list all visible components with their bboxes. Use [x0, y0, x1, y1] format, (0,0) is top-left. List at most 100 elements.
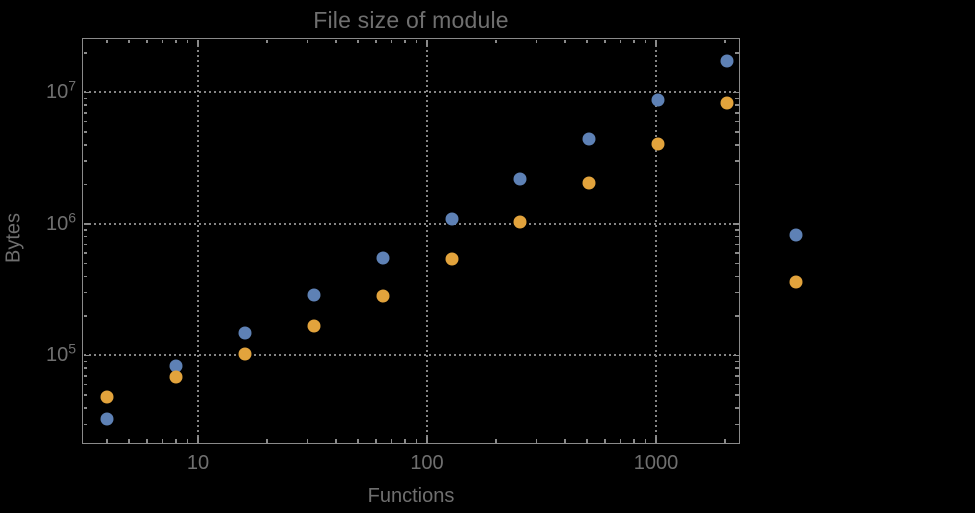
- data-point-series-blue: [582, 132, 596, 146]
- x-tick: [586, 39, 588, 43]
- y-tick: [735, 52, 739, 54]
- data-point-series-orange: [445, 252, 459, 266]
- x-tick: [266, 439, 268, 443]
- x-tick: [586, 439, 588, 443]
- x-tick: [644, 39, 647, 43]
- x-tick-label: 100: [410, 452, 444, 474]
- data-point-series-orange: [789, 275, 803, 289]
- x-gridline: [197, 40, 199, 442]
- y-tick: [735, 383, 739, 386]
- y-tick: [83, 252, 87, 254]
- x-tick: [175, 439, 177, 443]
- y-tick: [735, 367, 739, 369]
- data-point-series-orange: [582, 176, 596, 190]
- y-gridline: [84, 222, 738, 225]
- y-tick: [735, 252, 739, 254]
- x-tick: [564, 39, 566, 43]
- y-tick-label: 106: [45, 209, 76, 235]
- data-point-series-blue: [307, 288, 321, 302]
- y-tick: [83, 91, 90, 94]
- x-tick: [426, 39, 428, 46]
- x-tick: [604, 39, 606, 43]
- y-gridline: [84, 354, 738, 357]
- x-tick-label: 1000: [633, 452, 679, 474]
- y-tick-label: 105: [45, 340, 76, 367]
- y-tick: [83, 383, 87, 386]
- y-tick: [735, 160, 739, 162]
- x-axis-label: Functions: [367, 485, 455, 507]
- plot-frame: [82, 38, 740, 444]
- x-tick: [357, 39, 359, 43]
- y-tick: [735, 131, 739, 133]
- y-tick: [735, 243, 739, 246]
- y-tick: [83, 52, 87, 54]
- y-tick: [83, 394, 87, 396]
- x-tick: [390, 439, 393, 443]
- x-tick: [390, 39, 393, 43]
- y-tick-label: 107: [45, 77, 76, 104]
- x-tick: [128, 439, 130, 443]
- data-point-series-blue: [376, 251, 390, 265]
- data-point-series-blue: [238, 326, 252, 340]
- y-tick: [735, 262, 739, 265]
- y-tick: [735, 275, 739, 278]
- y-tick: [83, 144, 87, 146]
- y-tick: [83, 275, 87, 278]
- y-tick: [735, 183, 739, 186]
- y-tick: [735, 360, 739, 363]
- data-point-series-blue: [789, 228, 803, 242]
- x-tick: [415, 39, 418, 43]
- x-tick: [604, 439, 606, 443]
- x-tick: [495, 39, 497, 43]
- x-tick: [415, 439, 418, 443]
- y-tick: [83, 160, 87, 162]
- x-tick: [106, 39, 108, 43]
- y-tick: [735, 112, 739, 114]
- y-tick: [83, 97, 87, 100]
- y-tick: [83, 183, 87, 186]
- y-tick: [735, 407, 739, 409]
- y-tick: [735, 291, 739, 294]
- y-tick: [83, 120, 87, 123]
- y-tick: [735, 104, 739, 106]
- y-tick: [732, 91, 739, 94]
- y-tick: [83, 375, 87, 377]
- y-tick: [83, 291, 87, 294]
- x-tick: [161, 439, 164, 443]
- x-tick: [197, 39, 199, 46]
- y-gridline: [84, 91, 738, 94]
- x-tick: [146, 439, 148, 443]
- data-point-series-blue: [651, 93, 665, 107]
- x-tick: [175, 39, 177, 43]
- y-tick: [732, 354, 739, 357]
- x-tick: [186, 439, 189, 443]
- y-tick: [735, 394, 739, 396]
- y-tick: [735, 235, 739, 238]
- y-tick: [83, 367, 87, 369]
- y-tick: [83, 243, 87, 246]
- y-tick: [83, 262, 87, 265]
- data-point-series-orange: [720, 96, 734, 110]
- data-point-series-blue: [169, 359, 183, 373]
- x-tick: [564, 439, 566, 443]
- x-tick: [186, 39, 189, 43]
- y-tick: [83, 235, 87, 238]
- x-tick: [724, 439, 726, 443]
- y-tick: [83, 315, 87, 317]
- data-point-series-orange: [376, 289, 390, 303]
- x-tick: [128, 39, 130, 43]
- x-tick: [106, 439, 108, 443]
- y-tick: [732, 223, 739, 225]
- data-point-series-orange: [169, 370, 183, 384]
- y-tick: [735, 423, 739, 425]
- x-tick: [426, 436, 428, 443]
- x-tick: [404, 39, 406, 43]
- x-gridline: [426, 40, 428, 442]
- y-tick: [735, 97, 739, 100]
- x-tick: [146, 39, 148, 43]
- y-tick: [83, 104, 87, 106]
